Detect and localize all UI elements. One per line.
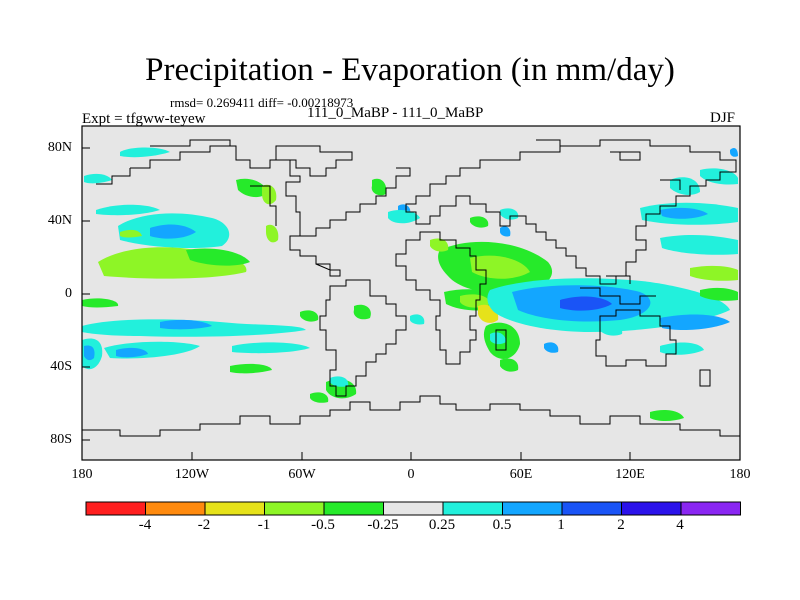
coastline-south-america xyxy=(319,279,407,397)
lat-label-80s: 80S xyxy=(50,432,72,447)
season-label: DJF xyxy=(710,110,736,126)
contour-blob xyxy=(236,178,268,198)
contour-blob xyxy=(690,265,738,281)
contour-blob xyxy=(650,410,684,421)
contour-blob xyxy=(700,287,738,301)
coastline-north-america xyxy=(130,145,411,277)
colorbar-box xyxy=(383,501,444,516)
colorbar-label: -2 xyxy=(197,517,211,533)
colorbar-box xyxy=(561,501,622,516)
contour-blob xyxy=(388,210,420,224)
coastline-arctic-canada xyxy=(96,139,277,226)
colorbar-label: -0.5 xyxy=(311,517,335,533)
contour-blob xyxy=(544,342,559,353)
colorbar-label: -1 xyxy=(257,517,271,533)
contour-blob xyxy=(230,363,272,374)
contour-blob xyxy=(560,296,612,311)
contour-blob xyxy=(120,147,170,158)
contour-blob xyxy=(470,255,530,279)
coastline-arctic-asia xyxy=(536,139,681,190)
coastline-eurasia xyxy=(405,139,737,285)
lat-label-80n: 80N xyxy=(47,140,72,155)
colorbar-box xyxy=(621,501,682,516)
contour-blob xyxy=(500,226,511,237)
colorbar-box xyxy=(204,501,265,516)
contour-blob xyxy=(730,148,738,157)
contour-blob xyxy=(120,229,142,238)
contour-blob xyxy=(410,314,425,325)
colorbar-box xyxy=(145,501,206,516)
colorbar-label: 1 xyxy=(557,517,565,533)
colorbar-box xyxy=(264,501,325,516)
experiment-label: Expt = tfgww-teyew xyxy=(82,111,206,127)
contour-blob xyxy=(84,345,95,361)
lon-label-180e: 180 xyxy=(729,467,751,482)
coastline-antarctica xyxy=(82,395,740,437)
contour-blob xyxy=(160,319,212,330)
contour-blob xyxy=(600,324,623,336)
contour-blob xyxy=(660,342,704,355)
contour-blob xyxy=(470,216,489,228)
contour-blob xyxy=(660,234,738,255)
contour-blob xyxy=(460,294,490,308)
lon-label-180w: 180 xyxy=(71,467,93,482)
lat-label-40n: 40N xyxy=(47,213,72,228)
contour-blob xyxy=(660,207,708,219)
lon-label-120w: 120W xyxy=(174,467,210,482)
contour-blob xyxy=(500,358,519,372)
lon-label-120e: 120E xyxy=(615,467,645,482)
colorbar-label: 4 xyxy=(676,517,684,533)
plot-title: Precipitation - Evaporation (in mm/day) xyxy=(145,52,675,88)
contour-blob xyxy=(353,304,371,320)
coastline-australia xyxy=(595,309,677,367)
colorbar-box xyxy=(85,501,146,516)
contour-blob xyxy=(371,178,387,196)
contour-blob xyxy=(266,224,279,243)
colorbar-box xyxy=(323,501,384,516)
lon-label-60w: 60W xyxy=(288,467,316,482)
colorbar-box xyxy=(680,501,741,516)
lon-label-60e: 60E xyxy=(509,467,533,482)
coastline-new-zealand xyxy=(699,369,711,387)
contour-blob xyxy=(84,173,112,184)
subtitle-label: 111_0_MaBP - 111_0_MaBP xyxy=(307,105,484,121)
coastlines xyxy=(82,139,740,437)
colorbar-label: -0.25 xyxy=(367,517,399,533)
contour-blob xyxy=(670,177,700,195)
contour-blob xyxy=(96,204,160,216)
contour-blob xyxy=(430,238,449,252)
contour-blob xyxy=(186,248,250,266)
colorbar xyxy=(85,501,741,516)
contour-blob xyxy=(150,224,196,239)
contour-blob xyxy=(310,392,329,403)
coastline-madagascar xyxy=(495,329,507,351)
colorbar-box xyxy=(502,501,563,516)
coastline-indonesia xyxy=(580,275,656,305)
lat-label-40s: 40S xyxy=(50,359,72,374)
lat-label-0: 0 xyxy=(65,286,72,301)
contour-blob xyxy=(116,347,148,358)
colorbar-label: 0.25 xyxy=(428,517,456,533)
lon-label-0: 0 xyxy=(407,467,415,482)
contour-blob xyxy=(82,298,119,308)
axis-ticks xyxy=(82,147,631,460)
contour-blob xyxy=(300,310,319,322)
coastline-africa xyxy=(395,231,487,365)
coastline-greenland xyxy=(275,145,353,177)
contour-blob xyxy=(232,342,310,354)
contour-blob xyxy=(490,332,506,345)
stats-text: rmsd= 0.269411 diff= -0.00218973 xyxy=(170,95,354,110)
contour-blob xyxy=(500,208,519,220)
contour-blob xyxy=(660,314,730,330)
colorbar-box xyxy=(442,501,503,516)
contour-blob xyxy=(262,184,277,205)
colorbar-label: 0.5 xyxy=(492,517,512,533)
contour-blob xyxy=(330,376,349,387)
colorbar-label: -4 xyxy=(138,517,152,533)
colorbar-label: 2 xyxy=(617,517,625,533)
